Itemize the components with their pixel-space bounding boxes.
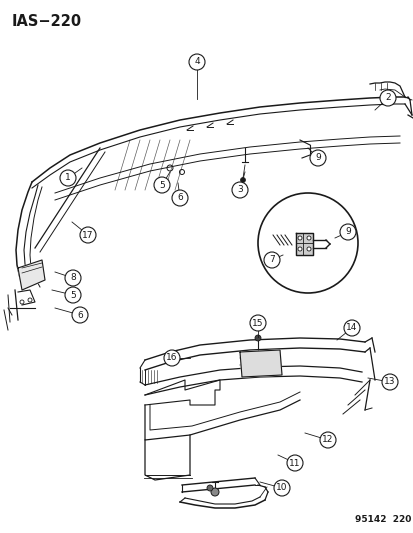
Text: 16: 16	[166, 353, 177, 362]
Circle shape	[171, 190, 188, 206]
Circle shape	[257, 193, 357, 293]
Polygon shape	[295, 233, 312, 255]
Text: 14: 14	[346, 324, 357, 333]
Circle shape	[249, 315, 266, 331]
Text: 8: 8	[70, 273, 76, 282]
Circle shape	[154, 177, 170, 193]
Text: 4: 4	[194, 58, 199, 67]
Circle shape	[379, 90, 395, 106]
Text: 17: 17	[82, 230, 93, 239]
Circle shape	[189, 54, 204, 70]
Text: 6: 6	[77, 311, 83, 319]
Circle shape	[80, 227, 96, 243]
Text: 7: 7	[268, 255, 274, 264]
Circle shape	[381, 374, 397, 390]
Circle shape	[273, 480, 289, 496]
Text: 5: 5	[159, 181, 164, 190]
Text: 3: 3	[237, 185, 242, 195]
Circle shape	[65, 287, 81, 303]
Text: 10: 10	[275, 483, 287, 492]
Circle shape	[286, 455, 302, 471]
Circle shape	[240, 177, 245, 182]
Text: 95142  220: 95142 220	[354, 515, 411, 524]
Circle shape	[164, 350, 180, 366]
Text: 5: 5	[70, 290, 76, 300]
Text: 9: 9	[314, 154, 320, 163]
Text: 13: 13	[383, 377, 395, 386]
Circle shape	[206, 485, 212, 491]
Polygon shape	[18, 260, 45, 290]
Circle shape	[306, 247, 310, 251]
Text: 12: 12	[322, 435, 333, 445]
Text: 2: 2	[384, 93, 390, 102]
Text: 11: 11	[289, 458, 300, 467]
Text: IAS−220: IAS−220	[12, 14, 82, 29]
Polygon shape	[240, 350, 281, 377]
Circle shape	[263, 252, 279, 268]
Text: 9: 9	[344, 228, 350, 237]
Circle shape	[343, 320, 359, 336]
Circle shape	[339, 224, 355, 240]
Circle shape	[72, 307, 88, 323]
Text: 6: 6	[177, 193, 183, 203]
Circle shape	[231, 182, 247, 198]
Circle shape	[319, 432, 335, 448]
Circle shape	[211, 488, 218, 496]
Circle shape	[65, 270, 81, 286]
Circle shape	[297, 236, 301, 240]
Circle shape	[306, 236, 310, 240]
Circle shape	[309, 150, 325, 166]
Circle shape	[254, 335, 260, 341]
Text: 15: 15	[252, 319, 263, 327]
Circle shape	[60, 170, 76, 186]
Text: 1: 1	[65, 174, 71, 182]
Circle shape	[297, 247, 301, 251]
